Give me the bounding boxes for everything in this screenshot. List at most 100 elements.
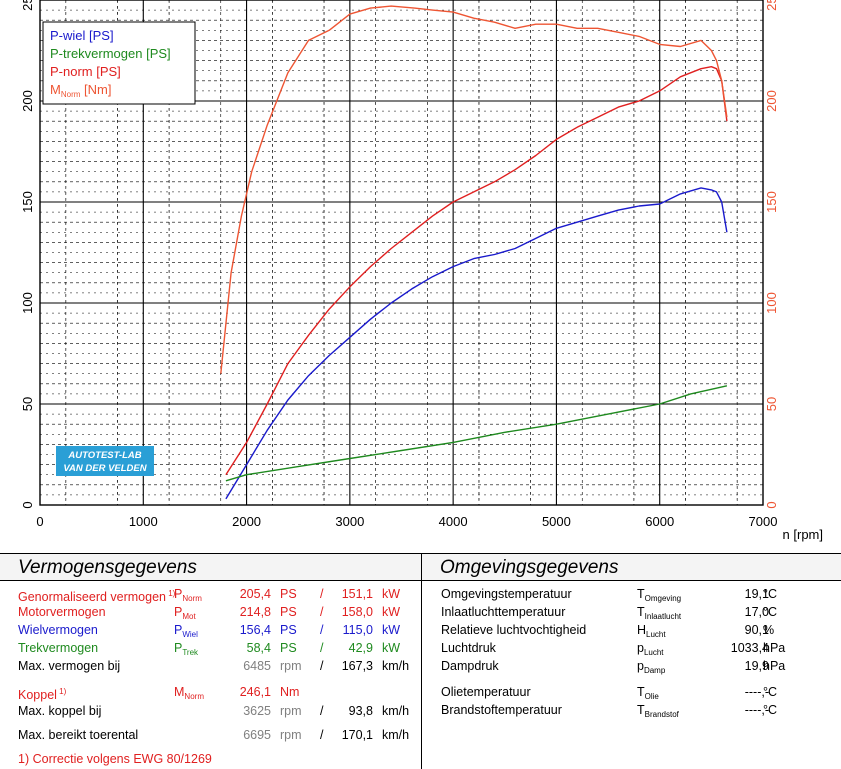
omgeving-value: ----,- xyxy=(744,685,769,699)
y2-tick-label: 0 xyxy=(764,501,779,508)
omgeving-symbol: pLucht xyxy=(637,641,664,657)
max-koppel-unit1: rpm xyxy=(280,704,302,718)
row-sep: / xyxy=(320,641,324,655)
row-value1: 205,4 xyxy=(239,587,271,601)
autotest-lab-logo: AUTOTEST-LAB VAN DER VELDEN xyxy=(56,446,154,476)
footnote: 1) Correctie volgens EWG 80/1269 xyxy=(18,752,212,766)
max-toerental-sep: / xyxy=(320,728,324,742)
omgeving-symbol: TOlie xyxy=(637,685,659,701)
y-tick-label: 0 xyxy=(20,501,35,508)
omgeving-symbol: pDamp xyxy=(637,659,666,675)
y2-tick-label: 200 xyxy=(764,90,779,112)
row-value1: 58,4 xyxy=(246,641,271,655)
dyno-chart: 0 1000 2000 3000 4000 5000 6000 700005010015020… xyxy=(20,0,823,542)
y-tick-label: 250 xyxy=(20,0,35,11)
vermogen-row: Motorvermogen PMot 214,8 PS / 158,0 kW xyxy=(0,604,421,621)
vermogen-title: Vermogensgegevens xyxy=(0,554,421,581)
chart-legend: P-wiel [PS] P-trekvermogen [PS] P-norm [PS… xyxy=(42,21,196,105)
omgeving-value: ----,- xyxy=(744,703,769,717)
series-line-1 xyxy=(225,385,728,482)
x-tick-label: 2000 xyxy=(232,514,261,529)
legend-item-3: MNorm [Nm] xyxy=(50,82,111,99)
koppel-symbol: MNorm xyxy=(174,685,204,701)
koppel-unit: Nm xyxy=(280,685,300,699)
row-label: Motorvermogen xyxy=(18,605,106,619)
omgeving-label: Luchtdruk xyxy=(441,641,496,655)
omgeving-unit: % xyxy=(763,623,775,637)
omgeving-unit: hPa xyxy=(763,659,786,673)
vermogen-row: Wielvermogen PWiel 156,4 PS / 115,0 kW xyxy=(0,622,421,639)
footnote-row: 1) Correctie volgens EWG 80/1269 xyxy=(0,751,421,767)
omgeving-row: Olietemperatuur TOlie ----,- °C xyxy=(422,684,841,701)
max-koppel-speed: 93,8 xyxy=(348,704,373,718)
omgeving-unit: °C xyxy=(763,605,778,619)
row-sep: / xyxy=(320,587,324,601)
omgeving-symbol: TInlaatlucht xyxy=(637,605,682,621)
y2-tick-label: 250 xyxy=(764,0,779,11)
y-tick-label: 150 xyxy=(20,191,35,213)
x-tick-label: 0 xyxy=(36,514,43,529)
plot-border xyxy=(39,0,764,506)
row-value2: 115,0 xyxy=(342,623,373,637)
omgeving-label: Relatieve luchtvochtigheid xyxy=(441,623,587,637)
max-toerental-speed: 170,1 xyxy=(341,728,373,742)
max-koppel-rpm: 3625 xyxy=(243,704,271,718)
y-tick-label: 200 xyxy=(20,90,35,112)
row-unit2: kW xyxy=(382,641,401,655)
row-value2: 167,3 xyxy=(341,659,373,673)
max-koppel-row: Max. koppel bij 3625 rpm / 93,8 km/h xyxy=(0,703,421,719)
row-unit2: kW xyxy=(382,587,401,601)
data-tables: Vermogensgegevens Genormaliseerd vermoge… xyxy=(0,553,841,769)
legend-item-1: P-trekvermogen [PS] xyxy=(50,46,171,61)
legend-item-2: P-norm [PS] xyxy=(50,64,121,79)
x-tick-label: 4000 xyxy=(439,514,468,529)
series-line-0 xyxy=(225,187,728,500)
omgeving-label: Brandstoftemperatuur xyxy=(441,703,562,717)
x-tick-label: 3000 xyxy=(335,514,364,529)
row-sep: / xyxy=(320,623,324,637)
row-unit2: kW xyxy=(382,605,401,619)
y-tick-label: 50 xyxy=(20,397,35,411)
vermogen-row: Genormaliseerd vermogen 1) PNorm 205,4 PS / 1… xyxy=(0,586,421,605)
row-unit1: PS xyxy=(280,587,297,601)
omgeving-symbol: TBrandstof xyxy=(637,703,679,719)
row-label: Trekvermogen xyxy=(18,641,99,655)
row-unit2: km/h xyxy=(382,659,410,673)
y2-tick-label: 150 xyxy=(764,191,779,213)
row-unit2: kW xyxy=(382,623,401,637)
y-tick-label: 100 xyxy=(20,292,35,314)
row-symbol: PMot xyxy=(174,605,196,621)
row-unit1: PS xyxy=(280,623,297,637)
row-label: Genormaliseerd vermogen 1) xyxy=(18,589,176,605)
x-tick-label: 7000 xyxy=(749,514,778,529)
series-line-2 xyxy=(225,65,728,476)
omgeving-row: Omgevingstemperatuur TOmgeving 19,1 °C xyxy=(422,586,841,603)
max-toerental-label: Max. bereikt toerental xyxy=(18,728,139,742)
row-value1: 156,4 xyxy=(239,623,271,637)
y2-tick-label: 100 xyxy=(764,292,779,314)
omgeving-label: Dampdruk xyxy=(441,659,499,673)
omgeving-label: Omgevingstemperatuur xyxy=(441,587,572,601)
row-unit1: rpm xyxy=(280,659,302,673)
row-unit1: PS xyxy=(280,641,297,655)
row-value1: 6485 xyxy=(243,659,271,673)
legend-box xyxy=(42,21,196,105)
omgeving-value: 19,9 xyxy=(744,659,769,673)
max-toerental-row: Max. bereikt toerental 6695 rpm / 170,1 km/h xyxy=(0,727,421,743)
vermogen-row: Max. vermogen bij 6485 rpm / 167,3 km/h xyxy=(0,658,421,674)
row-sep: / xyxy=(320,659,324,673)
omgeving-value: 90,1 xyxy=(744,623,769,637)
omgeving-row: Luchtdruk pLucht 1033,4 hPa xyxy=(422,640,841,657)
row-symbol: PTrek xyxy=(174,641,199,657)
row-label: Max. vermogen bij xyxy=(18,659,121,673)
koppel-value: 246,1 xyxy=(239,685,271,699)
logo-line2: VAN DER VELDEN xyxy=(63,463,147,474)
omgeving-row: Inlaatluchttemperatuur TInlaatlucht 17,0 °C xyxy=(422,604,841,621)
max-toerental-unit1: rpm xyxy=(280,728,302,742)
omgeving-unit: hPa xyxy=(763,641,786,655)
series-line-3 xyxy=(220,5,728,374)
x-tick-label: 5000 xyxy=(542,514,571,529)
row-unit1: PS xyxy=(280,605,297,619)
omgeving-row: Dampdruk pDamp 19,9 hPa xyxy=(422,658,841,675)
omgeving-label: Inlaatluchttemperatuur xyxy=(441,605,566,619)
